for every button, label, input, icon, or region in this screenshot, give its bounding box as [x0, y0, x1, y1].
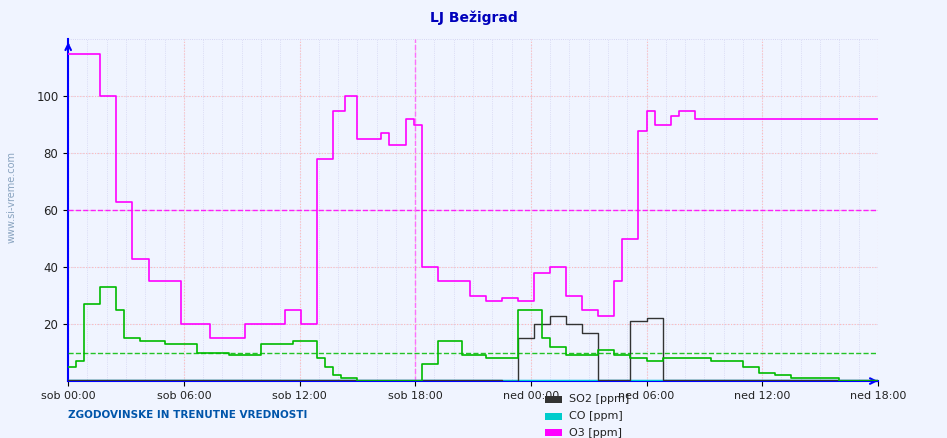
- Text: www.si-vreme.com: www.si-vreme.com: [7, 151, 16, 243]
- Text: LJ Bežigrad: LJ Bežigrad: [430, 11, 517, 25]
- Text: SO2 [ppm]: SO2 [ppm]: [569, 395, 630, 404]
- Text: ZGODOVINSKE IN TRENUTNE VREDNOSTI: ZGODOVINSKE IN TRENUTNE VREDNOSTI: [68, 410, 308, 420]
- Text: O3 [ppm]: O3 [ppm]: [569, 428, 622, 438]
- Text: CO [ppm]: CO [ppm]: [569, 411, 623, 421]
